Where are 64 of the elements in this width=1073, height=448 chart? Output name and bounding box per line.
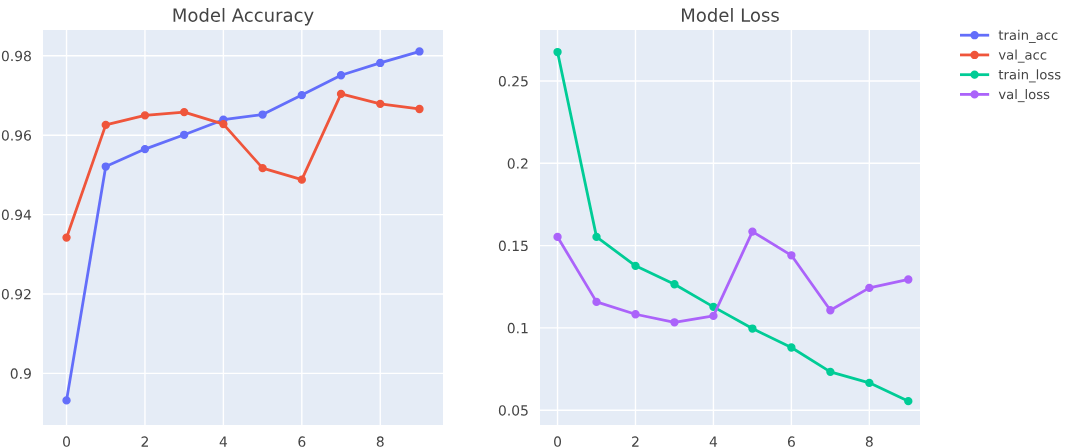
point (904, 396, 913, 406)
point (553, 47, 562, 57)
x-tick-label: 2 (632, 436, 639, 447)
y-tick-label: 0.96 (1, 130, 32, 141)
point (101, 162, 110, 171)
legend-label: val_acc (998, 49, 1047, 63)
point (180, 108, 189, 117)
point (258, 110, 267, 119)
point (140, 144, 150, 154)
point (748, 227, 757, 236)
y-tick-label: 0.9 (10, 368, 31, 379)
point (62, 396, 71, 405)
point (670, 280, 679, 289)
y-tick-label: 0.15 (498, 240, 528, 252)
chart-title: Model Accuracy (173, 7, 314, 26)
point (336, 89, 346, 99)
y-tick-label: 0.92 (1, 288, 31, 300)
point (140, 111, 150, 120)
point (297, 90, 306, 100)
chart-title: Model Loss (681, 7, 779, 22)
point (631, 261, 640, 271)
point (787, 251, 796, 260)
point (553, 232, 562, 242)
point (865, 283, 874, 293)
point (258, 163, 267, 173)
point (336, 71, 346, 80)
legend-label: val_loss (998, 89, 1050, 103)
y-tick-label: 0.94 (1, 209, 32, 221)
point (865, 378, 874, 388)
y-tick-label: 0.98 (1, 50, 31, 62)
point (415, 104, 424, 114)
y-tick-label: 0.1 (507, 322, 528, 334)
x-tick-label: 0 (63, 436, 71, 447)
y-tick-label: 0.25 (498, 75, 528, 87)
legend-label: train_acc (998, 29, 1058, 43)
point (180, 130, 189, 139)
point (297, 175, 306, 184)
point (592, 232, 601, 242)
x-tick-label: 8 (376, 436, 384, 447)
point (631, 310, 640, 319)
y-tick-label: 0.05 (498, 405, 528, 416)
x-tick-label: 6 (298, 436, 306, 447)
point (219, 119, 228, 129)
point (62, 233, 71, 242)
legend-label: train_loss (998, 69, 1061, 83)
point (415, 47, 424, 56)
point (904, 275, 913, 284)
x-tick-label: 6 (787, 436, 795, 447)
point (826, 367, 835, 377)
point (376, 99, 385, 109)
x-tick-label: 8 (865, 436, 873, 447)
point (592, 297, 601, 307)
x-tick-label: 2 (141, 436, 148, 447)
x-tick-label: 0 (554, 436, 562, 447)
point (787, 343, 796, 352)
point (748, 324, 757, 333)
point (826, 306, 835, 315)
point (709, 311, 718, 321)
x-tick-label: 4 (709, 436, 718, 447)
point (670, 318, 679, 327)
point (376, 58, 385, 68)
point (101, 120, 110, 130)
y-tick-label: 0.2 (507, 158, 528, 169)
x-tick-label: 4 (219, 436, 228, 447)
